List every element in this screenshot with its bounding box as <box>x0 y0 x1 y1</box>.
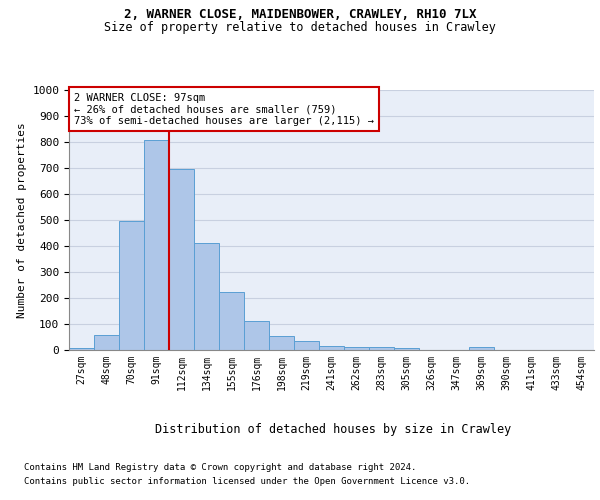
Bar <box>194 242 219 350</box>
Text: Distribution of detached houses by size in Crawley: Distribution of detached houses by size … <box>155 422 511 436</box>
Text: Size of property relative to detached houses in Crawley: Size of property relative to detached ho… <box>104 21 496 34</box>
Bar <box>69 348 94 350</box>
Y-axis label: Number of detached properties: Number of detached properties <box>17 122 27 318</box>
Bar <box>269 336 294 350</box>
Bar <box>319 346 344 350</box>
Text: 2, WARNER CLOSE, MAIDENBOWER, CRAWLEY, RH10 7LX: 2, WARNER CLOSE, MAIDENBOWER, CRAWLEY, R… <box>124 8 476 20</box>
Bar <box>144 140 169 350</box>
Bar <box>394 348 419 350</box>
Bar <box>169 170 194 350</box>
Text: Contains HM Land Registry data © Crown copyright and database right 2024.: Contains HM Land Registry data © Crown c… <box>24 462 416 471</box>
Bar <box>294 342 319 350</box>
Bar <box>119 222 144 350</box>
Bar <box>94 335 119 350</box>
Bar <box>469 348 494 350</box>
Text: 2 WARNER CLOSE: 97sqm
← 26% of detached houses are smaller (759)
73% of semi-det: 2 WARNER CLOSE: 97sqm ← 26% of detached … <box>74 92 374 126</box>
Bar <box>369 347 394 350</box>
Text: Contains public sector information licensed under the Open Government Licence v3: Contains public sector information licen… <box>24 478 470 486</box>
Bar <box>244 320 269 350</box>
Bar <box>219 292 244 350</box>
Bar <box>344 346 369 350</box>
